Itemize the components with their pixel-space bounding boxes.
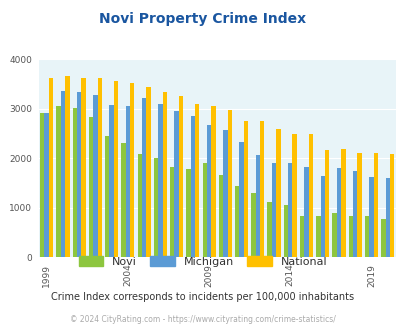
Bar: [137, 154, 142, 257]
Bar: [308, 134, 312, 257]
Bar: [243, 121, 247, 257]
Bar: [348, 216, 352, 257]
Bar: [271, 163, 275, 257]
Bar: [121, 143, 126, 257]
Bar: [385, 178, 389, 257]
Bar: [49, 78, 53, 257]
Bar: [190, 116, 194, 257]
Bar: [202, 163, 207, 257]
Bar: [320, 176, 324, 257]
Text: Crime Index corresponds to incidents per 100,000 inhabitants: Crime Index corresponds to incidents per…: [51, 292, 354, 302]
Bar: [142, 98, 146, 257]
Bar: [239, 142, 243, 257]
Bar: [109, 105, 113, 257]
Bar: [380, 219, 385, 257]
Bar: [186, 169, 190, 257]
Bar: [356, 153, 361, 257]
Bar: [81, 78, 85, 257]
Bar: [336, 168, 340, 257]
Bar: [40, 113, 45, 257]
Bar: [340, 148, 345, 257]
Text: Novi Property Crime Index: Novi Property Crime Index: [99, 12, 306, 25]
Bar: [207, 125, 211, 257]
Bar: [178, 96, 183, 257]
Bar: [373, 153, 377, 257]
Bar: [65, 76, 69, 257]
Bar: [162, 92, 166, 257]
Bar: [227, 110, 231, 257]
Bar: [304, 167, 308, 257]
Bar: [259, 121, 264, 257]
Bar: [288, 163, 292, 257]
Bar: [113, 81, 118, 257]
Bar: [352, 171, 356, 257]
Bar: [89, 117, 93, 257]
Bar: [130, 83, 134, 257]
Bar: [218, 175, 223, 257]
Bar: [77, 92, 81, 257]
Bar: [364, 216, 369, 257]
Bar: [299, 216, 304, 257]
Bar: [211, 106, 215, 257]
Bar: [153, 158, 158, 257]
Text: © 2024 CityRating.com - https://www.cityrating.com/crime-statistics/: © 2024 CityRating.com - https://www.city…: [70, 315, 335, 324]
Bar: [45, 113, 49, 257]
Bar: [251, 193, 255, 257]
Bar: [332, 213, 336, 257]
Bar: [275, 129, 280, 257]
Bar: [255, 155, 259, 257]
Bar: [126, 106, 130, 257]
Bar: [283, 205, 288, 257]
Bar: [170, 167, 174, 257]
Bar: [158, 105, 162, 257]
Bar: [223, 130, 227, 257]
Bar: [93, 95, 97, 257]
Bar: [194, 104, 199, 257]
Bar: [174, 111, 178, 257]
Bar: [61, 91, 65, 257]
Bar: [97, 78, 102, 257]
Bar: [72, 109, 77, 257]
Bar: [324, 150, 328, 257]
Bar: [369, 177, 373, 257]
Bar: [105, 136, 109, 257]
Legend: Novi, Michigan, National: Novi, Michigan, National: [79, 256, 326, 267]
Bar: [267, 202, 271, 257]
Bar: [292, 134, 296, 257]
Bar: [389, 154, 393, 257]
Bar: [56, 106, 61, 257]
Bar: [234, 185, 239, 257]
Bar: [146, 87, 150, 257]
Bar: [315, 215, 320, 257]
